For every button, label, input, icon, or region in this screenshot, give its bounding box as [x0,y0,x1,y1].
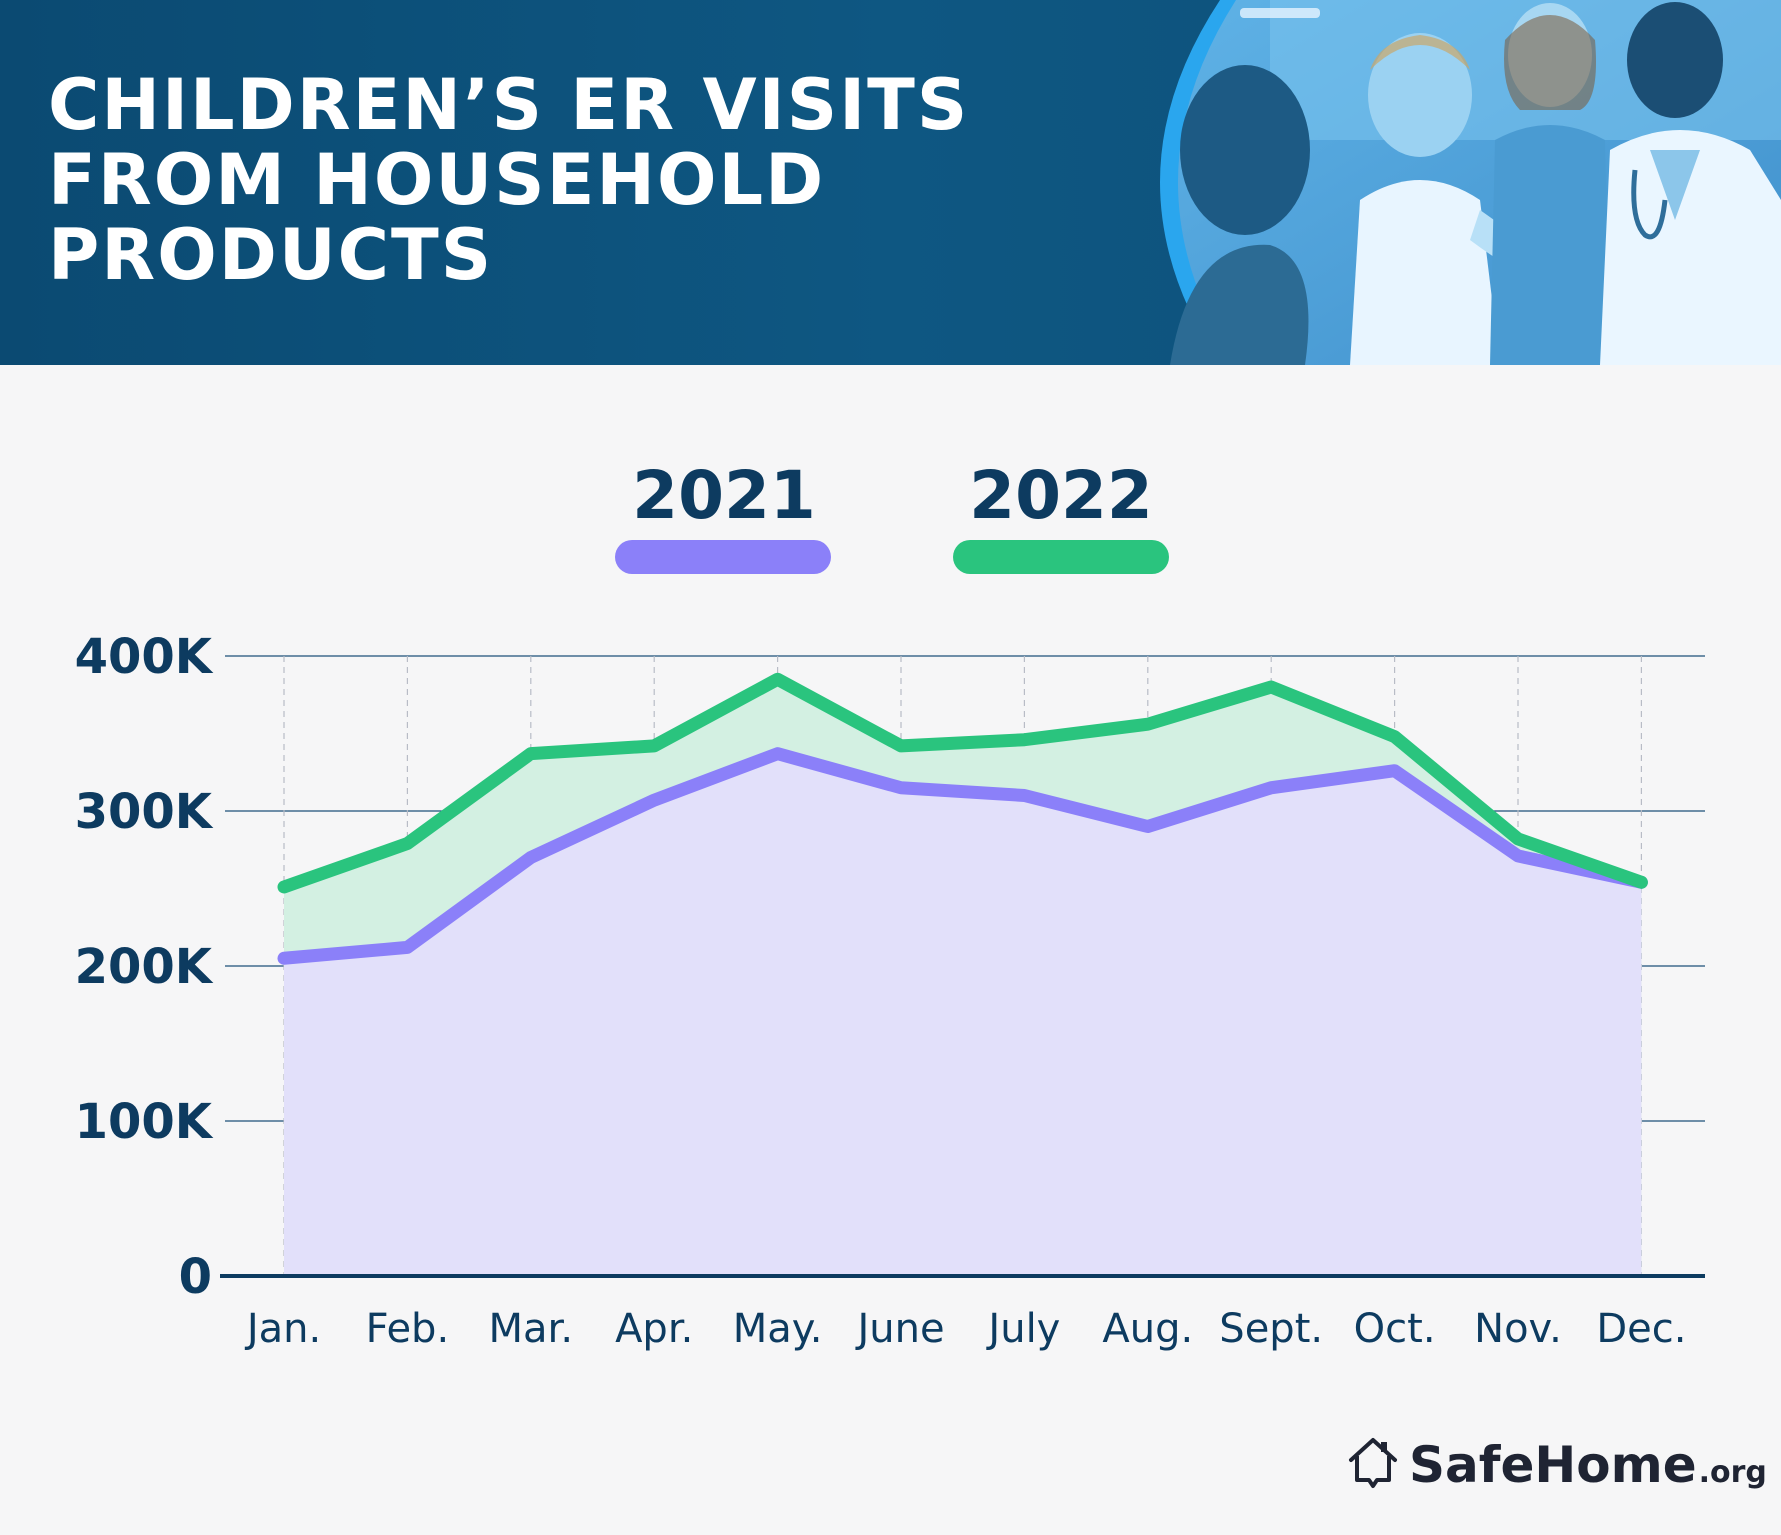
y-tick-label: 200K [75,939,214,995]
line-chart: 2021 2022 0 100K 200K 300K 400K Jan. Feb. Mar.… [75,457,1705,1352]
series-lines [277,672,1648,965]
title-line-1: CHILDREN’S ER VISITS [48,64,970,146]
x-tick-label: Nov. [1474,1306,1562,1352]
person-doctor-figure [1600,2,1781,365]
x-tick-label: Aug. [1102,1306,1193,1352]
legend: 2021 2022 [615,457,1169,574]
series-line-2021 [277,747,1648,965]
x-tick-label: Mar. [489,1306,574,1352]
x-tick-label: June [854,1306,944,1352]
page-title: CHILDREN’S ER VISITS FROM HOUSEHOLD PROD… [48,68,1048,293]
x-tick-label: Dec. [1596,1306,1686,1352]
legend-label-2021: 2021 [632,457,816,534]
x-tick-label: Apr. [615,1306,693,1352]
legend-label-2022: 2022 [969,457,1153,534]
area-2021 [284,753,1642,1276]
x-tick-label: July [985,1306,1060,1352]
brand-name: SafeHome [1409,1436,1697,1494]
y-tick-label: 400K [75,629,214,685]
title-line-3: PRODUCTS [48,214,494,296]
x-tick-label: Jan. [244,1306,321,1352]
header-photo [1160,0,1781,365]
safehome-logo: SafeHome .org [1345,1420,1767,1490]
house-icon [1349,1438,1397,1488]
brand-suffix: .org [1698,1455,1767,1490]
y-tick-label: 100K [75,1094,214,1150]
x-axis-ticks: Jan. Feb. Mar. Apr. May. June July Aug. Sept. Oct… [244,1306,1687,1352]
x-tick-label: Oct. [1354,1306,1436,1352]
person-mother-figure [1170,65,1310,365]
x-tick-label: Sept. [1219,1306,1323,1352]
area-fills [284,679,1642,1276]
series-line-2022 [277,672,1648,894]
y-tick-label: 300K [75,784,214,840]
legend-item-2022: 2022 [953,457,1169,574]
legend-swatch-2021 [615,540,831,574]
x-tick-label: Feb. [366,1306,450,1352]
y-tick-label: 0 [179,1249,212,1305]
x-tick-label: May. [733,1306,823,1352]
legend-item-2021: 2021 [615,457,831,574]
header-banner: CHILDREN’S ER VISITS FROM HOUSEHOLD PROD… [0,0,1781,365]
title-line-2: FROM HOUSEHOLD [48,139,826,221]
person-nurse-figure [1490,3,1610,365]
legend-swatch-2022 [953,540,1169,574]
y-axis-ticks: 0 100K 200K 300K 400K [75,629,214,1305]
